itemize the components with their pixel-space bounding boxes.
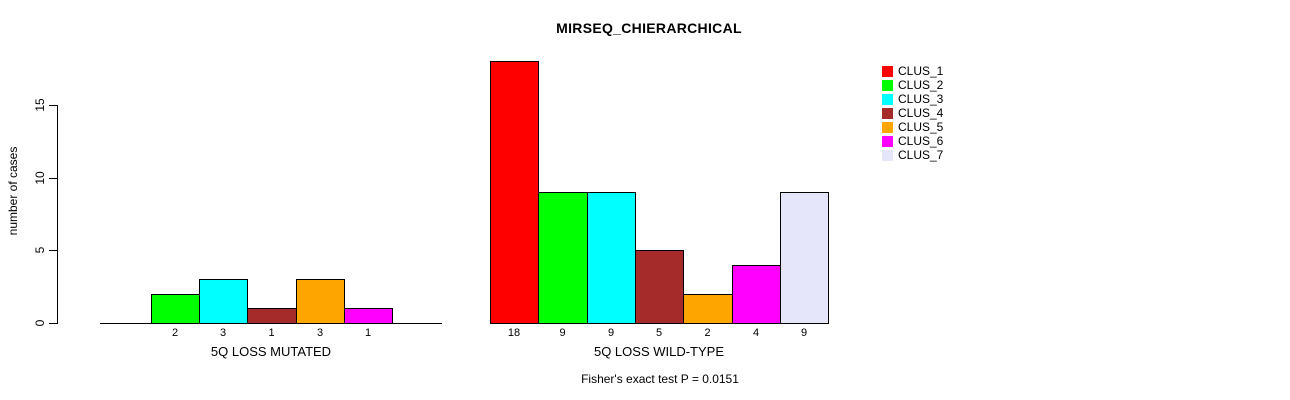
- legend-swatch-clus_3: [882, 93, 893, 105]
- legend-swatch-clus_4: [882, 107, 893, 119]
- bar-value-label: 9: [559, 327, 566, 339]
- bar-value-label: 18: [507, 327, 521, 339]
- legend: CLUS_1 CLUS_2 CLUS_3 CLUS_4 CLUS_5 CLUS_6 CLUS…: [882, 64, 943, 162]
- legend-item-clus_5: CLUS_5: [882, 120, 943, 134]
- bar-value-label: 3: [316, 327, 324, 339]
- bar-value-label: 9: [800, 327, 808, 339]
- legend-label: CLUS_6: [898, 134, 944, 148]
- legend-label: CLUS_3: [898, 92, 944, 106]
- bar-value-label: 1: [268, 327, 275, 339]
- y-axis-tick-label: 0: [33, 319, 47, 327]
- y-axis-label: number of cases: [6, 146, 20, 236]
- legend-swatch-clus_6: [882, 135, 893, 147]
- bar-value-label: 4: [752, 327, 760, 339]
- legend-swatch-clus_1: [882, 65, 893, 77]
- legend-label: CLUS_2: [898, 78, 944, 92]
- bar-clus_3: [199, 279, 248, 324]
- y-axis-tick: [49, 104, 57, 106]
- legend-item-clus_2: CLUS_2: [882, 78, 943, 92]
- bar-clus_5: [296, 279, 345, 324]
- bar-clus_6: [344, 308, 393, 324]
- bar-clus_2: [151, 293, 200, 324]
- bar-value-label: 3: [219, 327, 227, 339]
- legend-swatch-clus_5: [882, 121, 893, 133]
- bar-value-label: 2: [171, 327, 179, 339]
- y-axis-line: [57, 104, 58, 324]
- bar-clus_7: [780, 192, 829, 324]
- legend-label: CLUS_5: [898, 120, 944, 134]
- legend-swatch-clus_7: [882, 149, 893, 161]
- bar-clus_2: [538, 192, 588, 324]
- y-axis-tick: [49, 323, 57, 324]
- bar-value-label: 9: [607, 327, 615, 339]
- bar-value-label: 5: [655, 327, 663, 339]
- bar-value-label: 2: [704, 327, 711, 339]
- chart-title: MIRSEQ_CHIERARCHICAL: [556, 20, 742, 36]
- legend-item-clus_3: CLUS_3: [882, 92, 943, 106]
- y-axis-tick: [49, 250, 57, 252]
- y-axis-tick-label: 5: [33, 246, 47, 254]
- legend-swatch-clus_2: [882, 79, 893, 91]
- y-axis-tick: [49, 177, 57, 179]
- legend-label: CLUS_7: [898, 148, 944, 162]
- bar-clus_1: [490, 61, 539, 324]
- y-axis-tick-label: 10: [33, 170, 47, 185]
- fisher-test-annotation: Fisher's exact test P = 0.0151: [581, 372, 739, 386]
- legend-label: CLUS_4: [898, 106, 944, 120]
- legend-item-clus_1: CLUS_1: [882, 64, 943, 78]
- bar-clus_4: [635, 250, 684, 324]
- legend-item-clus_6: CLUS_6: [882, 134, 943, 148]
- bar-value-label: 1: [364, 327, 372, 339]
- bar-clus_6: [732, 264, 781, 324]
- bar-clus_3: [587, 192, 636, 324]
- bar-clus_4: [247, 308, 297, 324]
- legend-item-clus_7: CLUS_7: [882, 148, 943, 162]
- legend-item-clus_4: CLUS_4: [882, 106, 943, 120]
- x-axis-label-5q-loss-wild-type: 5Q LOSS WILD-TYPE: [593, 344, 725, 359]
- y-axis-tick-label: 15: [33, 98, 47, 112]
- legend-label: CLUS_1: [898, 64, 944, 78]
- bar-clus_5: [683, 293, 733, 324]
- x-axis-label-5q-loss-mutated: 5Q LOSS MUTATED: [210, 344, 332, 359]
